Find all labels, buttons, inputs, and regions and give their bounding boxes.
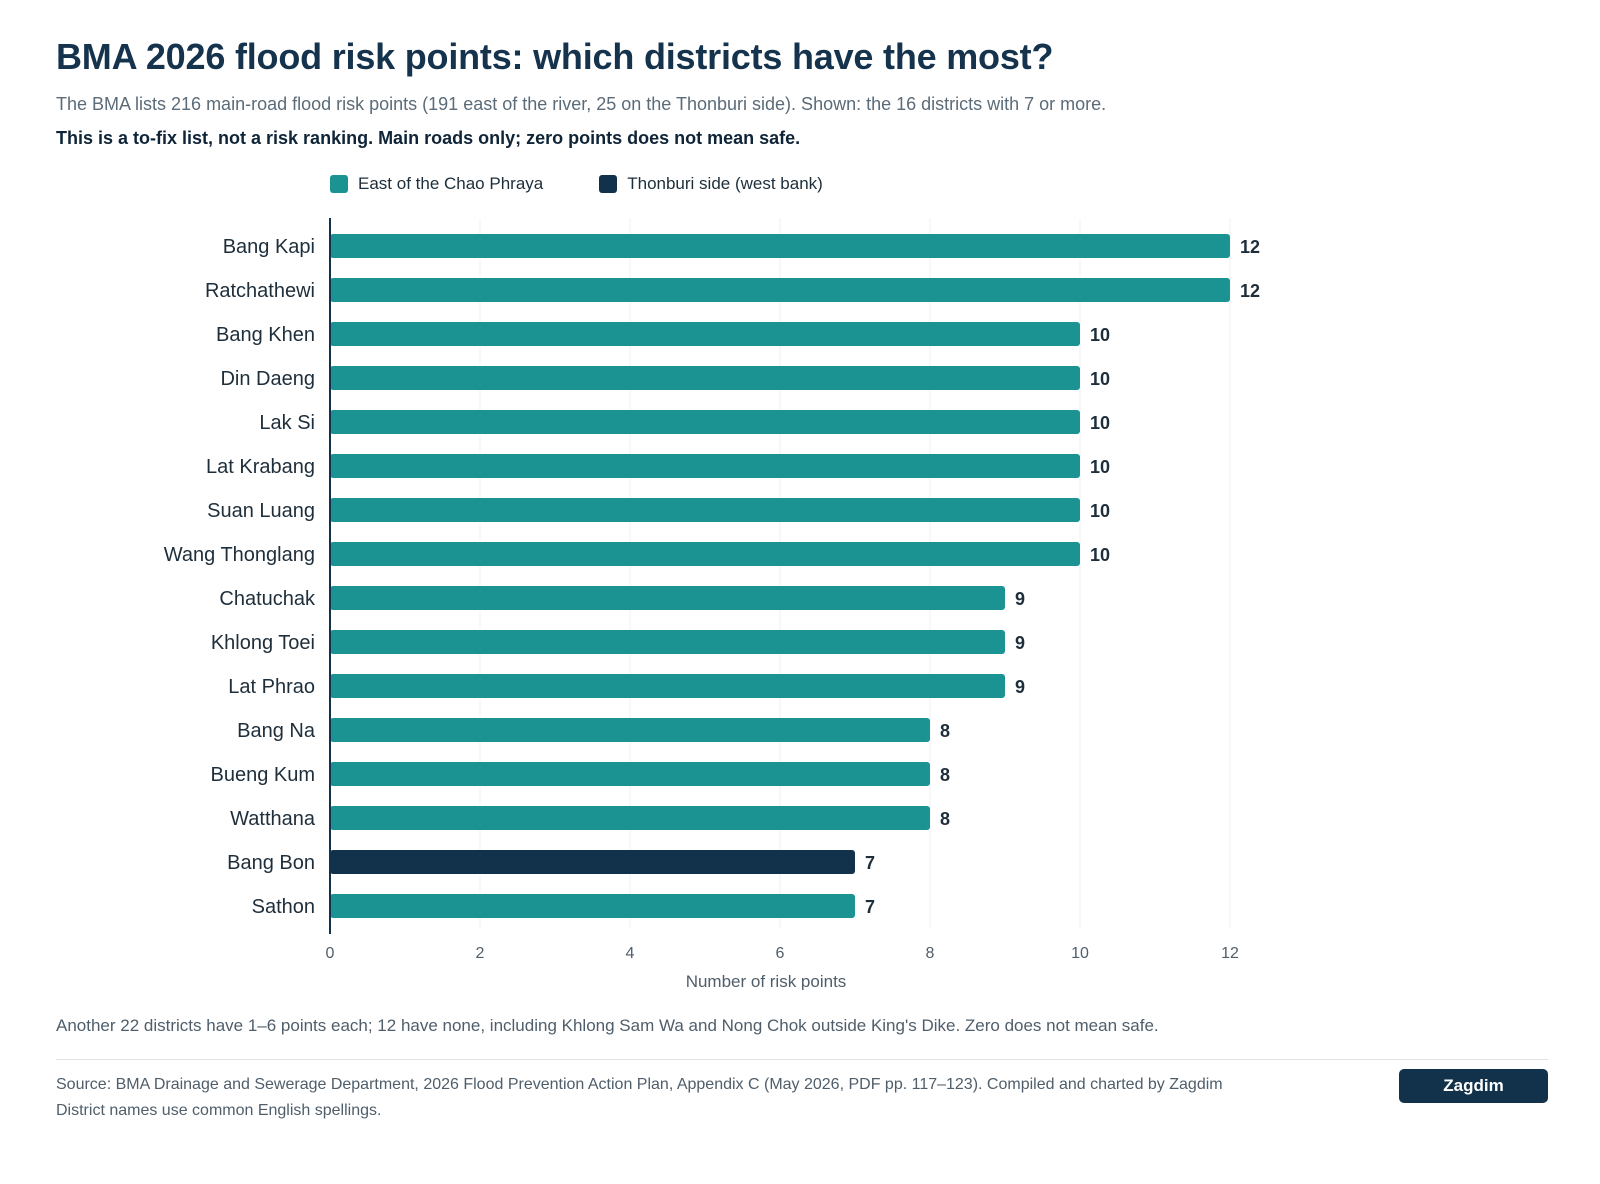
category-label: Bang Khen xyxy=(216,324,315,346)
category-label: Watthana xyxy=(230,808,316,830)
category-label: Din Daeng xyxy=(220,368,315,390)
bar xyxy=(330,586,1005,610)
value-label: 10 xyxy=(1090,545,1110,565)
category-label: Lat Krabang xyxy=(206,456,315,478)
x-tick-label: 4 xyxy=(626,945,635,962)
bar xyxy=(330,674,1005,698)
value-label: 7 xyxy=(865,897,875,917)
brand-badge: Zagdim xyxy=(1399,1069,1548,1103)
legend-label-west: Thonburi side (west bank) xyxy=(627,174,823,193)
value-label: 10 xyxy=(1090,501,1110,521)
bar xyxy=(330,366,1080,390)
value-label: 10 xyxy=(1090,457,1110,477)
x-axis-title: Number of risk points xyxy=(686,972,847,990)
legend-swatch-west xyxy=(599,175,618,193)
bar xyxy=(330,806,930,830)
value-label: 8 xyxy=(940,721,950,741)
category-label: Chatuchak xyxy=(219,588,316,610)
category-label: Bang Na xyxy=(237,720,316,742)
value-label: 12 xyxy=(1240,281,1260,301)
chart-subtitle: The BMA lists 216 main-road flood risk p… xyxy=(56,94,1107,114)
value-label: 10 xyxy=(1090,325,1110,345)
category-label: Bang Bon xyxy=(227,852,315,874)
x-tick-label: 2 xyxy=(476,945,485,962)
category-label: Bueng Kum xyxy=(210,764,315,786)
x-tick-label: 10 xyxy=(1071,945,1089,962)
bar-chart: 0 2 4 6 8 10 12 Number of risk points Bang Kapi 1… xyxy=(164,218,1260,990)
bar xyxy=(330,322,1080,346)
bar xyxy=(330,718,930,742)
value-label: 7 xyxy=(865,853,875,873)
source-line-1: Source: BMA Drainage and Sewerage Depart… xyxy=(56,1076,1223,1093)
x-tick-label: 6 xyxy=(776,945,785,962)
bar xyxy=(330,410,1080,434)
source-line-2: District names use common English spelli… xyxy=(56,1102,382,1119)
footnote: Another 22 districts have 1–6 points eac… xyxy=(56,1016,1159,1035)
value-label: 8 xyxy=(940,765,950,785)
category-label: Sathon xyxy=(252,896,315,918)
x-tick-label: 0 xyxy=(326,945,335,962)
chart-caveat: This is a to-fix list, not a risk rankin… xyxy=(56,128,801,148)
value-label: 10 xyxy=(1090,413,1110,433)
legend-item-west: Thonburi side (west bank) xyxy=(599,174,823,194)
category-label: Ratchathewi xyxy=(205,280,315,302)
bar xyxy=(330,894,855,918)
category-label: Wang Thonglang xyxy=(164,544,315,566)
category-label: Suan Luang xyxy=(207,500,315,522)
value-label: 10 xyxy=(1090,369,1110,389)
legend-swatch-east xyxy=(330,175,348,193)
value-label: 9 xyxy=(1015,633,1025,653)
value-label: 12 xyxy=(1240,237,1260,257)
bar xyxy=(330,234,1230,258)
legend: East of the Chao Phraya Thonburi side (w… xyxy=(330,174,823,194)
source-note: Source: BMA Drainage and Sewerage Depart… xyxy=(56,1072,1386,1124)
category-label: Lat Phrao xyxy=(228,676,315,698)
bar xyxy=(330,454,1080,478)
bar xyxy=(330,630,1005,654)
legend-label-east: East of the Chao Phraya xyxy=(358,174,544,193)
divider xyxy=(56,1059,1548,1060)
bar xyxy=(330,850,855,874)
value-label: 9 xyxy=(1015,677,1025,697)
category-label: Lak Si xyxy=(259,412,315,434)
bar xyxy=(330,278,1230,302)
category-label: Khlong Toei xyxy=(211,632,315,654)
value-label: 8 xyxy=(940,809,950,829)
value-label: 9 xyxy=(1015,589,1025,609)
legend-item-east: East of the Chao Phraya xyxy=(330,174,543,194)
x-tick-label: 12 xyxy=(1221,945,1239,962)
bar xyxy=(330,542,1080,566)
bar xyxy=(330,762,930,786)
chart-title: BMA 2026 flood risk points: which distri… xyxy=(56,36,1054,77)
x-tick-label: 8 xyxy=(926,945,935,962)
category-label: Bang Kapi xyxy=(223,236,315,258)
bar xyxy=(330,498,1080,522)
